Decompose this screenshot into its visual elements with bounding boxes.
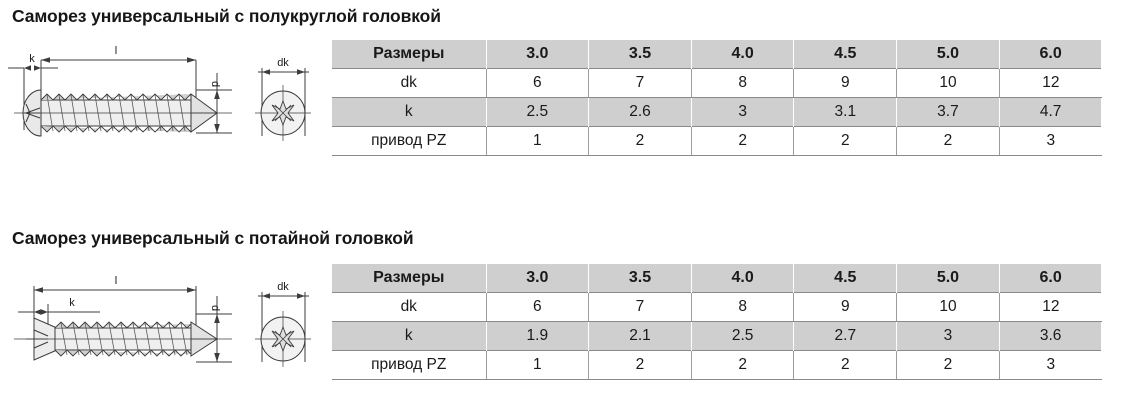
spec-table-pan-head: Размеры 3.0 3.5 4.0 4.5 5.0 6.0 dk 6 7 8… xyxy=(332,40,1103,156)
row-label-drive-pz: привод PZ xyxy=(332,350,487,380)
column-header-size-2: 3.5 xyxy=(588,264,692,293)
table-cell: 4.7 xyxy=(999,97,1103,127)
row-label-drive-pz: привод PZ xyxy=(332,126,487,156)
row-label-k: k xyxy=(332,321,487,351)
table-cell: 2.5 xyxy=(691,321,795,351)
dimension-label-d: d xyxy=(209,305,221,311)
table-cell: 12 xyxy=(999,68,1102,98)
table-cell: 10 xyxy=(896,68,1000,98)
dimension-label-dk: dk xyxy=(277,281,289,293)
table-cell: 2 xyxy=(896,126,1000,156)
spec-table-countersunk-head: Размеры 3.0 3.5 4.0 4.5 5.0 6.0 dk 6 7 8… xyxy=(332,264,1103,380)
table-row: k 1.9 2.1 2.5 2.7 3 3.6 xyxy=(332,321,1103,351)
section-countersunk-head-screw: Саморез универсальный с потайной головко… xyxy=(0,222,1126,403)
dimension-label-k: k xyxy=(29,53,35,65)
column-header-size-1: 3.0 xyxy=(486,40,590,69)
table-cell: 6 xyxy=(486,68,590,98)
column-header-size-6: 6.0 xyxy=(999,40,1103,69)
table-cell: 12 xyxy=(999,292,1102,322)
table-header-row: Размеры 3.0 3.5 4.0 4.5 5.0 6.0 xyxy=(332,264,1103,293)
table-cell: 3 xyxy=(691,97,795,127)
table-cell: 6 xyxy=(486,292,590,322)
table-cell: 2.6 xyxy=(588,97,692,127)
table-cell: 2 xyxy=(691,350,795,380)
dimension-label-d: d xyxy=(209,81,221,87)
table-header-row: Размеры 3.0 3.5 4.0 4.5 5.0 6.0 xyxy=(332,40,1103,69)
table-cell: 1 xyxy=(486,126,590,156)
column-header-size-6: 6.0 xyxy=(999,264,1103,293)
row-label-dk: dk xyxy=(332,292,487,322)
table-cell: 2 xyxy=(793,126,898,156)
table-cell: 7 xyxy=(588,68,692,98)
table-cell: 2.5 xyxy=(486,97,590,127)
table-cell: 2.1 xyxy=(588,321,692,351)
table-cell: 3 xyxy=(896,321,1000,351)
column-header-size-4: 4.5 xyxy=(793,264,898,293)
table-cell: 2 xyxy=(793,350,898,380)
row-label-k: k xyxy=(332,97,487,127)
page-title-countersunk-head: Саморез универсальный с потайной головко… xyxy=(12,228,414,248)
column-header-size-2: 3.5 xyxy=(588,40,692,69)
row-label-dk: dk xyxy=(332,68,487,98)
column-header-size-5: 5.0 xyxy=(896,264,1000,293)
table-row: привод PZ 1 2 2 2 2 3 xyxy=(332,126,1102,156)
table-row: k 2.5 2.6 3 3.1 3.7 4.7 xyxy=(332,97,1103,127)
table-row: привод PZ 1 2 2 2 2 3 xyxy=(332,350,1102,380)
countersunk-head-screw-drawing: l k d dk xyxy=(0,270,330,395)
table-cell: 8 xyxy=(691,292,795,322)
table-cell: 10 xyxy=(896,292,1000,322)
table-cell: 2 xyxy=(588,126,692,156)
table-cell: 3 xyxy=(999,126,1102,156)
table-cell: 3 xyxy=(999,350,1102,380)
table-row: dk 6 7 8 9 10 12 xyxy=(332,292,1102,322)
table-cell: 9 xyxy=(793,292,898,322)
column-header-dimensions: Размеры xyxy=(332,264,487,293)
table-cell: 1 xyxy=(486,350,590,380)
table-row: dk 6 7 8 9 10 12 xyxy=(332,68,1102,98)
page-title-pan-head: Саморез универсальный с полукруглой голо… xyxy=(12,6,441,26)
pan-head-screw-drawing: k l d dk xyxy=(0,38,330,163)
column-header-dimensions: Размеры xyxy=(332,40,487,69)
table-cell: 2 xyxy=(588,350,692,380)
section-pan-head-screw: Саморез универсальный с полукруглой голо… xyxy=(0,0,1126,200)
table-cell: 8 xyxy=(691,68,795,98)
table-cell: 3.7 xyxy=(896,97,1000,127)
table-cell: 3.6 xyxy=(999,321,1103,351)
column-header-size-4: 4.5 xyxy=(793,40,898,69)
table-cell: 2 xyxy=(691,126,795,156)
column-header-size-1: 3.0 xyxy=(486,264,590,293)
column-header-size-3: 4.0 xyxy=(691,264,795,293)
table-cell: 7 xyxy=(588,292,692,322)
column-header-size-3: 4.0 xyxy=(691,40,795,69)
dimension-label-l: l xyxy=(115,275,117,287)
dimension-label-dk: dk xyxy=(277,57,289,69)
dimension-label-k: k xyxy=(69,297,75,309)
table-cell: 2 xyxy=(896,350,1000,380)
table-cell: 3.1 xyxy=(793,97,898,127)
column-header-size-5: 5.0 xyxy=(896,40,1000,69)
dimension-label-l: l xyxy=(115,45,117,57)
table-cell: 2.7 xyxy=(793,321,898,351)
table-cell: 1.9 xyxy=(486,321,590,351)
table-cell: 9 xyxy=(793,68,898,98)
